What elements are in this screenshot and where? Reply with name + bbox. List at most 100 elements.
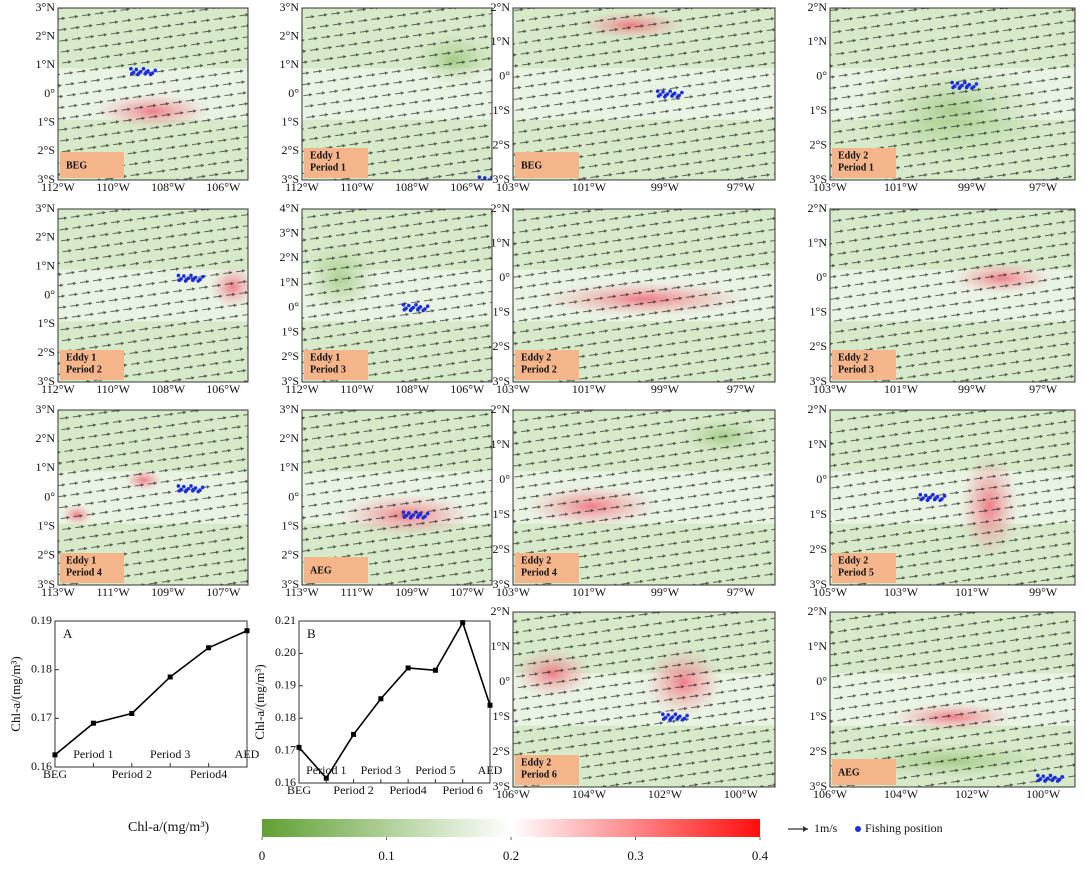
map-y-tick-label: 3°S xyxy=(38,577,55,591)
map-body xyxy=(830,612,1075,787)
colorbar-tick-label: 0.4 xyxy=(752,848,769,863)
map-x-tick-label: 101°W xyxy=(955,585,990,599)
legend-arrow-label: 1m/s xyxy=(814,821,838,835)
colorbar-tick-label: 0 xyxy=(259,848,266,863)
x-tick-label: BEG xyxy=(43,767,67,781)
map-x-tick-label: 99°W xyxy=(651,382,680,396)
fishing-position xyxy=(477,175,482,179)
fishing-position xyxy=(141,67,146,71)
map-y-tick-label: 0° xyxy=(288,489,299,503)
fishing-position xyxy=(196,489,200,494)
fishing-position xyxy=(134,67,139,72)
fishing-position xyxy=(182,274,186,278)
map-x-tick-label: 110°W xyxy=(96,180,130,194)
map-x-tick-label: 101°W xyxy=(572,382,607,396)
map-y-tick-label: 2°N xyxy=(36,230,56,244)
map-label: BEG xyxy=(521,160,542,171)
map-y-tick-label: 0° xyxy=(816,270,827,284)
y-tick-label: 0.21 xyxy=(275,613,296,627)
panel-letter: B xyxy=(307,626,316,641)
fishing-position xyxy=(1041,774,1046,778)
current-arrows xyxy=(830,612,1075,787)
map-frame xyxy=(57,7,249,181)
map-panel: 112°W 110°W 108°W 106°W 3°N 2°N 1°N 0° 1°S 2°S 3°S… xyxy=(280,0,493,194)
map-label-box xyxy=(832,350,896,380)
map-y-tick-label: 1°S xyxy=(282,324,299,338)
map-label: Period 5 xyxy=(838,567,874,578)
map-y-tick-label: 3°S xyxy=(493,172,510,186)
fishing-position xyxy=(1048,773,1053,778)
fishing-position xyxy=(661,717,666,721)
current-arrows xyxy=(58,8,248,180)
map-x-tick-label: 113°W xyxy=(285,585,319,599)
fishing-position xyxy=(409,307,414,311)
map-body xyxy=(830,209,1075,382)
fishing-position xyxy=(189,484,193,488)
colorbar-tick-label: 0.2 xyxy=(503,848,519,863)
map-y-tick-label: 0° xyxy=(816,472,827,486)
map-body xyxy=(513,209,775,382)
fishing-position xyxy=(965,84,970,88)
map-label: Eddy 2 xyxy=(521,757,551,768)
fishing-position xyxy=(974,82,979,86)
map-x-tick-label: 110°W xyxy=(340,382,374,396)
map-y-tick-label: 1°S xyxy=(38,518,55,532)
panel-letter: A xyxy=(63,626,73,641)
map-frame xyxy=(829,409,1076,586)
map-label: Period 1 xyxy=(310,162,346,173)
fishing-position xyxy=(401,510,406,514)
point xyxy=(378,696,384,702)
map-x-tick-label: 106°W xyxy=(813,787,848,801)
map-y-tick-label: 3°S xyxy=(810,172,827,186)
map-y-tick-label: 2°N xyxy=(491,402,511,416)
fishing-position xyxy=(407,303,411,308)
series-line xyxy=(54,630,248,756)
y-tick-label: 0.16 xyxy=(275,775,296,789)
y-tick-label: 0.19 xyxy=(275,678,296,692)
map-y-tick-label: 3°N xyxy=(36,0,56,14)
map-y-tick-label: 1°S xyxy=(493,709,510,723)
y-tick-label: 0.17 xyxy=(275,742,296,756)
x-tick-label: Period 5 xyxy=(415,763,455,777)
fishing-position xyxy=(663,93,668,98)
map-label-box xyxy=(515,152,579,178)
map-label: Eddy 1 xyxy=(66,555,96,566)
fishing-position xyxy=(958,85,963,89)
map-y-tick-label: 3°S xyxy=(282,172,299,186)
map-label: Period 2 xyxy=(521,364,557,375)
map-x-tick-label: 110°W xyxy=(340,180,374,194)
fishing-position xyxy=(926,497,931,501)
x-tick-label: AED xyxy=(235,747,260,761)
map-y-tick-label: 1°S xyxy=(38,114,55,128)
map-label: Period 4 xyxy=(66,567,102,578)
legend-dot xyxy=(855,826,861,832)
map-y-tick-label: 3°S xyxy=(810,779,827,793)
map-y-tick-label: 2°N xyxy=(280,431,300,445)
map-label-box xyxy=(832,148,896,178)
map-y-tick-label: 3°S xyxy=(493,577,510,591)
map-x-tick-label: 99°W xyxy=(651,585,680,599)
map-label-box xyxy=(832,553,896,583)
fishing-position xyxy=(923,493,928,498)
map-label: Period 3 xyxy=(838,364,874,375)
y-tick-label: 0.16 xyxy=(31,759,52,773)
fishing-position xyxy=(685,713,689,718)
map-y-tick-label: 2°S xyxy=(810,542,827,556)
map-x-tick-label: 103°W xyxy=(813,382,848,396)
map-panel: 112°W 110°W 108°W 106°W 4°N 3°N 2°N 1°N 0° 1°S 2°S… xyxy=(280,201,493,396)
line-charts: 0.16 0.17 0.18 0.19 Chl-a/(mg/m³) A BEG Period … xyxy=(8,613,503,797)
map-x-tick-label: 112°W xyxy=(285,382,319,396)
map-y-tick-label: 3°N xyxy=(36,201,56,215)
fishing-position xyxy=(680,90,684,95)
map-frame xyxy=(512,208,776,383)
fishing-position xyxy=(184,277,189,282)
fishing-position xyxy=(918,492,923,497)
map-frame xyxy=(512,611,776,788)
map-panel: 112°W 110°W 108°W 106°W 3°N 2°N 1°N 0° 1°S 2°S 3°S… xyxy=(36,201,249,396)
map-x-tick-label: 107°W xyxy=(450,585,485,599)
y-tick-label: 0.18 xyxy=(31,661,52,675)
map-y-tick-label: 0° xyxy=(44,287,55,301)
map-frame xyxy=(829,7,1076,181)
fishing-position xyxy=(414,303,418,307)
